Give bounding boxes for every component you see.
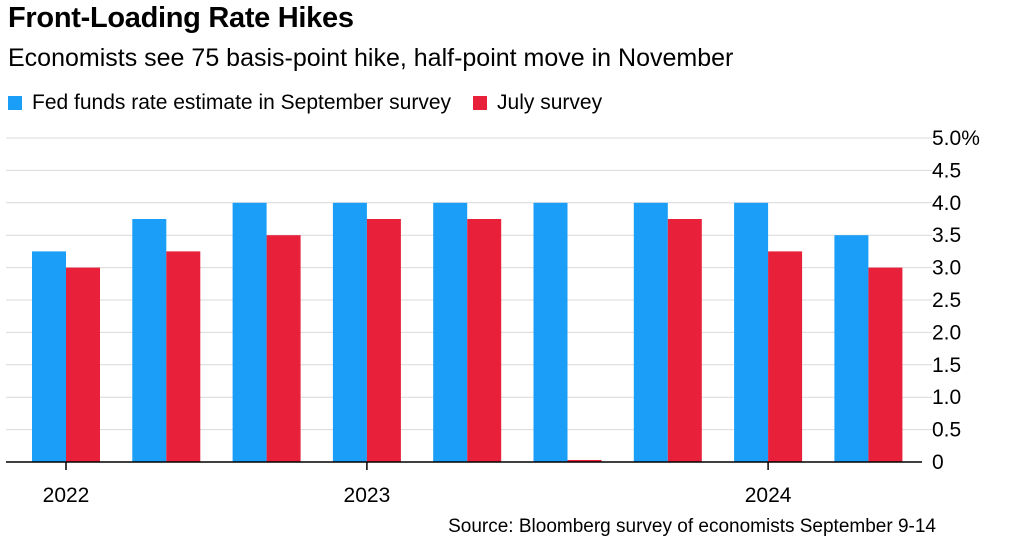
y-tick-label: 5.0% [932, 127, 980, 150]
bar-july [166, 251, 201, 462]
bar-july [667, 219, 702, 462]
y-tick-label: 4.0 [932, 192, 961, 215]
bar-july [366, 219, 401, 462]
legend-swatch-july [473, 96, 488, 110]
bar-september [834, 235, 869, 462]
bar-july [567, 460, 602, 462]
x-tick-label: 2024 [745, 484, 792, 507]
y-tick-label: 1.5 [932, 354, 961, 377]
legend-item-september: Fed funds rate estimate in September sur… [8, 91, 451, 115]
legend-item-july: July survey [473, 91, 602, 115]
legend-label-september: Fed funds rate estimate in September sur… [32, 91, 452, 114]
y-tick-label: 0.5 [932, 419, 961, 442]
chart-subtitle: Economists see 75 basis-point hike, half… [8, 44, 734, 72]
bar-september [32, 251, 66, 462]
legend-label-july: July survey [497, 91, 603, 114]
bar-september [232, 202, 267, 463]
bar-september [433, 202, 468, 463]
bar-september [633, 202, 668, 463]
bar-september [132, 219, 167, 462]
bar-july [868, 267, 903, 462]
chart-legend: Fed funds rate estimate in September sur… [8, 91, 624, 115]
chart-title: Front-Loading Rate Hikes [8, 2, 354, 34]
bar-july [266, 235, 301, 462]
bar-september [734, 202, 769, 463]
bar-july [768, 251, 803, 462]
bar-september [332, 202, 367, 463]
bar-july [66, 267, 100, 462]
y-tick-label: 1.0 [932, 386, 961, 409]
x-tick-label: 2023 [344, 484, 391, 507]
source-note: Source: Bloomberg survey of economists S… [448, 516, 936, 537]
x-tick-label: 2022 [43, 484, 90, 507]
bar-july [467, 219, 502, 462]
bar-september [533, 202, 568, 463]
y-tick-label: 3.5 [932, 224, 961, 247]
y-tick-label: 4.5 [932, 159, 961, 182]
y-tick-label: 2.0 [932, 321, 961, 344]
y-tick-label: 3.0 [932, 257, 961, 280]
y-tick-label: 0 [932, 451, 944, 474]
y-tick-label: 2.5 [932, 289, 961, 312]
legend-swatch-september [8, 96, 22, 110]
